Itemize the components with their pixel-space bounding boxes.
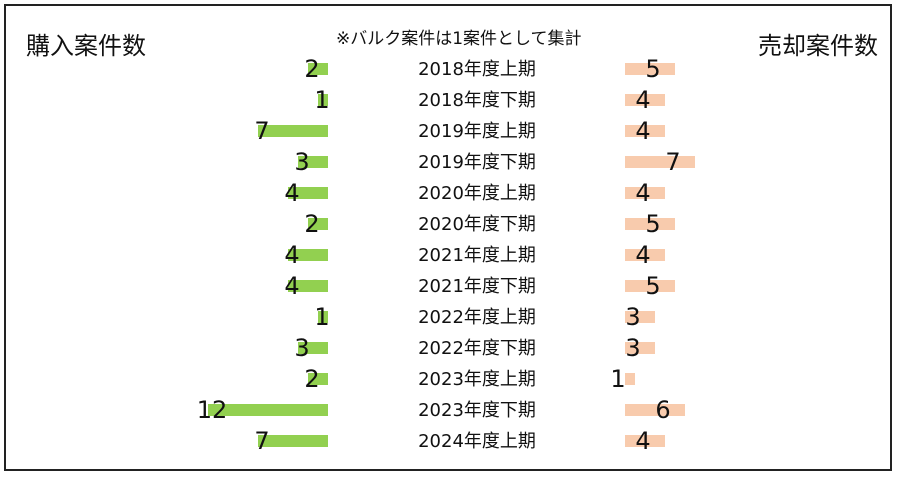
sale-value-label: 4 bbox=[635, 179, 650, 207]
purchase-bar bbox=[308, 63, 328, 75]
sale-value-label: 4 bbox=[635, 86, 650, 114]
sale-count-title: 売却案件数 bbox=[758, 32, 878, 60]
purchase-bar bbox=[288, 249, 328, 261]
sale-bar bbox=[625, 249, 665, 261]
purchase-value-label: 2 bbox=[304, 365, 319, 393]
purchase-value-label: 2 bbox=[304, 55, 319, 83]
purchase-value-label: 7 bbox=[254, 427, 269, 455]
purchase-bar bbox=[258, 435, 328, 447]
sale-bar bbox=[625, 373, 635, 385]
purchase-bar bbox=[208, 404, 328, 416]
purchase-bar bbox=[318, 94, 328, 106]
purchase-bar bbox=[288, 187, 328, 199]
period-label: 2019年度下期 bbox=[418, 152, 536, 173]
period-label: 2022年度下期 bbox=[418, 338, 536, 359]
sale-bar bbox=[625, 404, 685, 416]
purchase-bar bbox=[308, 218, 328, 230]
sale-value-label: 4 bbox=[635, 427, 650, 455]
purchase-value-label: 3 bbox=[294, 148, 309, 176]
sale-value-label: 4 bbox=[635, 117, 650, 145]
purchase-value-label: 1 bbox=[314, 303, 329, 331]
purchase-value-label: 4 bbox=[284, 272, 299, 300]
purchase-bar bbox=[298, 342, 328, 354]
purchase-count-title: 購入案件数 bbox=[26, 32, 146, 60]
bulk-note: ※バルク案件は1案件として集計 bbox=[336, 29, 582, 49]
period-label: 2024年度上期 bbox=[418, 431, 536, 452]
period-label: 2018年度上期 bbox=[418, 59, 536, 80]
period-label: 2019年度上期 bbox=[418, 121, 536, 142]
sale-bar bbox=[625, 311, 655, 323]
period-label: 2022年度上期 bbox=[418, 307, 536, 328]
purchase-value-label: 12 bbox=[197, 396, 228, 424]
purchase-bar bbox=[308, 373, 328, 385]
sale-value-label: 3 bbox=[625, 303, 640, 331]
purchase-bar bbox=[288, 280, 328, 292]
sale-value-label: 5 bbox=[645, 210, 660, 238]
period-label: 2023年度上期 bbox=[418, 369, 536, 390]
sale-bar bbox=[625, 125, 665, 137]
sale-bar bbox=[625, 156, 695, 168]
period-label: 2021年度下期 bbox=[418, 276, 536, 297]
sale-bar bbox=[625, 63, 675, 75]
period-label: 2023年度下期 bbox=[418, 400, 536, 421]
sale-value-label: 4 bbox=[635, 241, 650, 269]
sale-bar bbox=[625, 218, 675, 230]
sale-value-label: 7 bbox=[665, 148, 680, 176]
sale-value-label: 5 bbox=[645, 272, 660, 300]
sale-value-label: 5 bbox=[645, 55, 660, 83]
sale-bar bbox=[625, 435, 665, 447]
period-label: 2018年度下期 bbox=[418, 90, 536, 111]
sale-bar bbox=[625, 342, 655, 354]
period-label: 2020年度上期 bbox=[418, 183, 536, 204]
purchase-value-label: 4 bbox=[284, 179, 299, 207]
purchase-value-label: 7 bbox=[254, 117, 269, 145]
purchase-value-label: 4 bbox=[284, 241, 299, 269]
purchase-value-label: 1 bbox=[314, 86, 329, 114]
sale-value-label: 1 bbox=[610, 365, 625, 393]
period-label: 2020年度下期 bbox=[418, 214, 536, 235]
purchase-bar bbox=[318, 311, 328, 323]
purchase-bar bbox=[298, 156, 328, 168]
sale-value-label: 6 bbox=[655, 396, 670, 424]
sale-bar bbox=[625, 187, 665, 199]
period-label: 2021年度上期 bbox=[418, 245, 536, 266]
chart-frame: 購入案件数 ※バルク案件は1案件として集計 売却案件数 bbox=[4, 4, 892, 471]
purchase-bar bbox=[258, 125, 328, 137]
sale-value-label: 3 bbox=[625, 334, 640, 362]
purchase-value-label: 3 bbox=[294, 334, 309, 362]
sale-bar bbox=[625, 94, 665, 106]
purchase-value-label: 2 bbox=[304, 210, 319, 238]
sale-bar bbox=[625, 280, 675, 292]
